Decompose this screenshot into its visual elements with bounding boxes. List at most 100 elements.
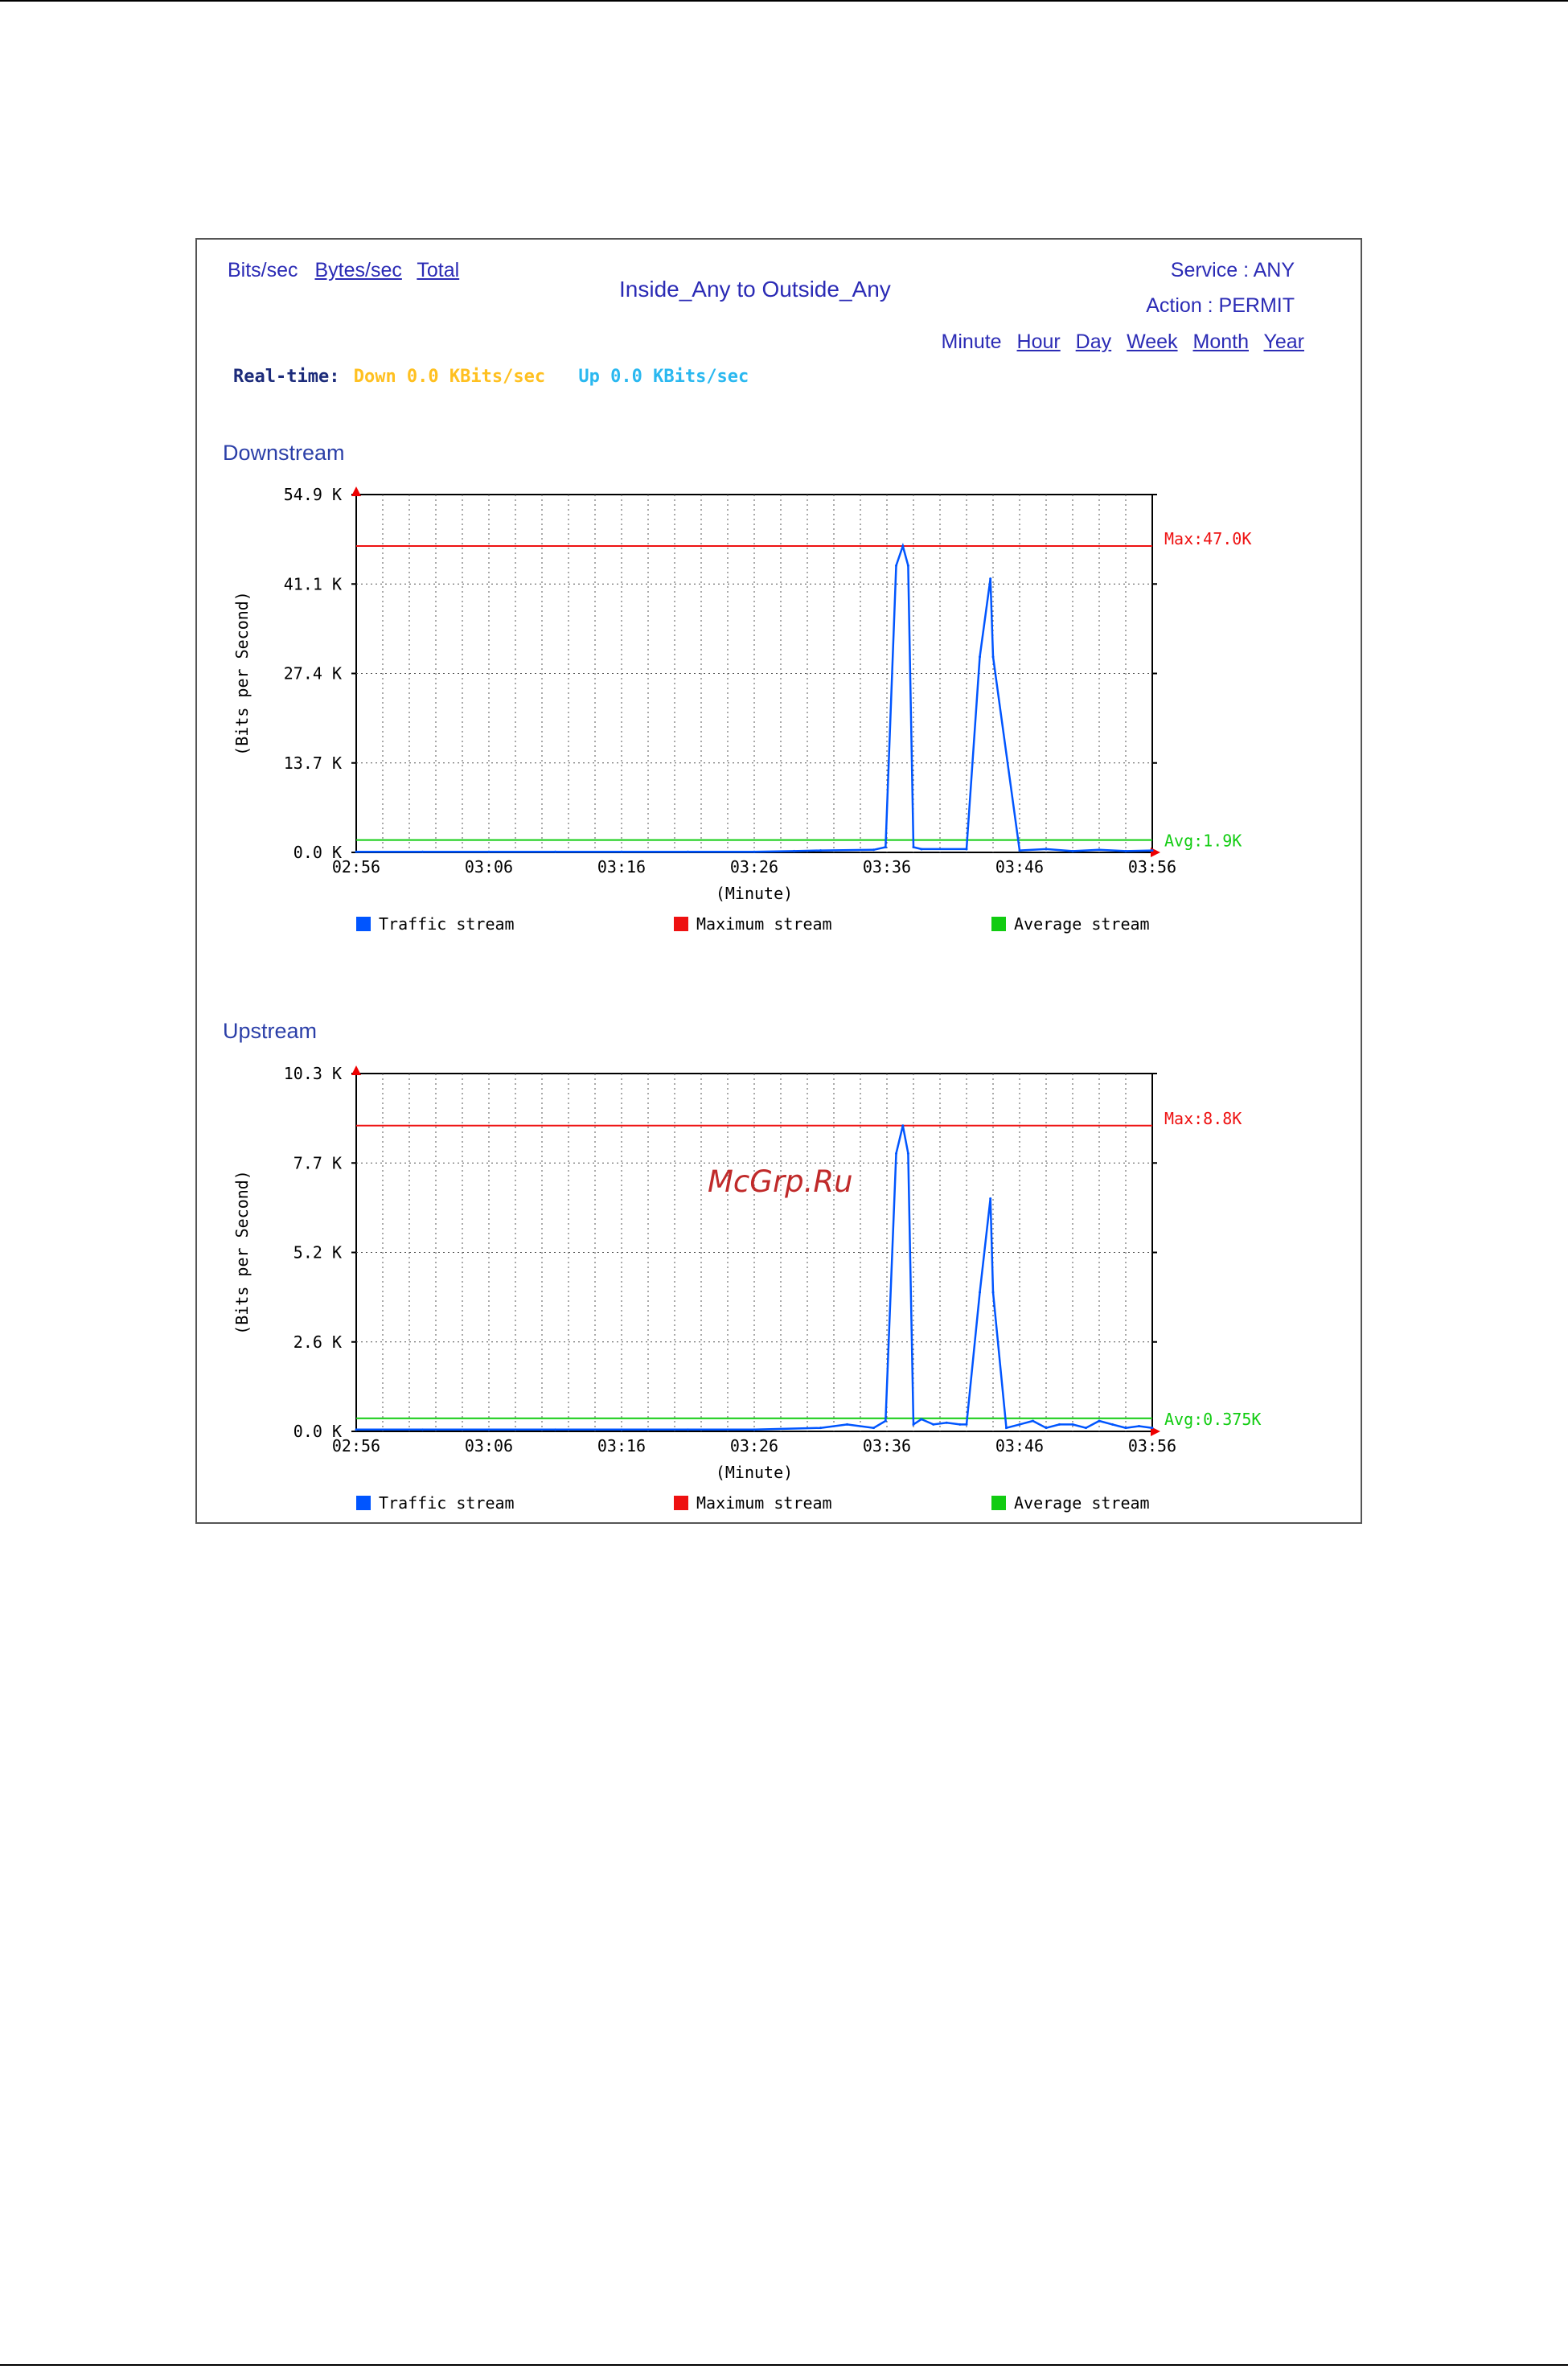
unit-bits-selected: Bits/sec bbox=[228, 259, 298, 281]
y-axis-arrow bbox=[351, 487, 361, 496]
period-month-link[interactable]: Month bbox=[1192, 331, 1249, 353]
downstream-chart: 0.0 K 13.7 K 27.4 K 41.1 K 54.9 K 02:56 03:06 0… bbox=[232, 485, 1251, 934]
legend-average-swatch bbox=[991, 1496, 1006, 1510]
traffic-point bbox=[355, 1428, 358, 1431]
period-selector: Minute Hour Day Week Month Year bbox=[942, 331, 1304, 354]
traffic-point bbox=[1071, 849, 1074, 852]
traffic-point bbox=[989, 1197, 992, 1201]
y-tick-label: 0.0 K bbox=[293, 1422, 342, 1441]
period-hour-link[interactable]: Hour bbox=[1016, 331, 1061, 353]
legend-traffic-label: Traffic stream bbox=[379, 914, 515, 934]
traffic-point bbox=[487, 850, 491, 853]
traffic-point bbox=[1071, 1423, 1074, 1426]
avg-label: Avg:0.375K bbox=[1164, 1410, 1261, 1429]
period-year-link[interactable]: Year bbox=[1263, 331, 1304, 353]
x-axis-arrow bbox=[1151, 1427, 1160, 1436]
period-week-link[interactable]: Week bbox=[1127, 331, 1178, 353]
traffic-point bbox=[1098, 848, 1101, 852]
x-tick-label: 03:46 bbox=[995, 1436, 1044, 1455]
y-tick-label: 7.7 K bbox=[293, 1153, 342, 1172]
traffic-point bbox=[1005, 1427, 1008, 1430]
watermark: McGrp.Ru bbox=[708, 1164, 853, 1199]
realtime-down: Down 0.0 KBits/sec bbox=[353, 367, 546, 387]
y-tick-label: 27.4 K bbox=[284, 664, 342, 684]
traffic-point bbox=[687, 850, 689, 853]
traffic-point bbox=[932, 1423, 935, 1426]
x-tick-label: 03:16 bbox=[597, 857, 646, 877]
x-tick-label: 03:36 bbox=[863, 857, 911, 877]
traffic-point bbox=[872, 1427, 875, 1430]
y-axis-arrow bbox=[351, 1065, 361, 1075]
top-rule bbox=[0, 0, 1568, 2]
traffic-point bbox=[1098, 1419, 1101, 1423]
traffic-point bbox=[912, 1423, 915, 1426]
x-tick-label: 02:56 bbox=[332, 857, 380, 877]
y-tick-label: 10.3 K bbox=[284, 1064, 342, 1083]
traffic-point bbox=[989, 577, 992, 581]
legend-average-label: Average stream bbox=[1014, 914, 1150, 934]
legend-traffic-swatch bbox=[356, 1496, 371, 1510]
x-tick-label: 03:16 bbox=[597, 1436, 646, 1455]
upstream-chart: 0.0 K 2.6 K 5.2 K 7.7 K 10.3 K 02:56 03:06 03:1… bbox=[232, 1064, 1261, 1513]
x-tick-label: 03:56 bbox=[1128, 1436, 1176, 1455]
traffic-point bbox=[979, 655, 981, 659]
max-label: Max:8.8K bbox=[1164, 1109, 1242, 1128]
traffic-point bbox=[753, 1428, 756, 1431]
x-tick-label: 03:06 bbox=[465, 857, 513, 877]
graph-title: Inside_Any to Outside_Any bbox=[619, 277, 891, 302]
traffic-point bbox=[421, 850, 424, 853]
x-axis-label: (Minute) bbox=[716, 1463, 793, 1482]
traffic-point bbox=[1085, 1427, 1087, 1430]
legend-traffic-swatch bbox=[356, 917, 371, 931]
traffic-point bbox=[355, 850, 358, 853]
traffic-point bbox=[1018, 849, 1021, 852]
legend-maximum-swatch bbox=[674, 1496, 688, 1510]
legend-traffic-label: Traffic stream bbox=[379, 1493, 515, 1513]
period-day-link[interactable]: Day bbox=[1075, 331, 1112, 353]
traffic-point bbox=[965, 1423, 968, 1426]
y-tick-label: 41.1 K bbox=[284, 574, 342, 593]
max-label: Max:47.0K bbox=[1164, 529, 1251, 548]
y-tick-label: 54.9 K bbox=[284, 485, 342, 504]
traffic-point bbox=[1111, 1423, 1114, 1426]
x-tick-label: 03:26 bbox=[730, 1436, 778, 1455]
traffic-point bbox=[912, 846, 915, 849]
x-tick-label: 02:56 bbox=[332, 1436, 380, 1455]
traffic-point bbox=[901, 1124, 905, 1127]
traffic-point bbox=[1018, 1423, 1021, 1426]
traffic-point bbox=[1045, 848, 1048, 851]
traffic-point bbox=[991, 1291, 995, 1294]
traffic-point bbox=[793, 849, 795, 852]
traffic-point bbox=[819, 1427, 822, 1430]
traffic-point bbox=[1045, 1427, 1048, 1430]
x-tick-label: 03:56 bbox=[1128, 857, 1176, 877]
x-tick-label: 03:46 bbox=[995, 857, 1044, 877]
traffic-point bbox=[620, 1428, 623, 1431]
traffic-point bbox=[901, 544, 905, 548]
unit-bytes-link[interactable]: Bytes/sec bbox=[314, 259, 402, 281]
x-tick-label: 03:06 bbox=[465, 1436, 513, 1455]
traffic-point bbox=[895, 564, 898, 567]
service-label: Service : ANY bbox=[1170, 259, 1295, 281]
traffic-point bbox=[884, 846, 887, 849]
traffic-point bbox=[846, 1423, 848, 1426]
traffic-point bbox=[906, 564, 909, 567]
traffic-point bbox=[1124, 1427, 1127, 1430]
y-axis-label: (Bits per Second) bbox=[232, 591, 252, 756]
traffic-point bbox=[895, 1152, 898, 1155]
downstream-title: Downstream bbox=[223, 441, 345, 465]
bottom-rule bbox=[0, 2364, 1568, 2366]
action-label: Action : PERMIT bbox=[1146, 294, 1295, 317]
legend-maximum-label: Maximum stream bbox=[696, 1493, 832, 1513]
traffic-point bbox=[1124, 849, 1127, 852]
legend-average-label: Average stream bbox=[1014, 1493, 1150, 1513]
x-axis-arrow bbox=[1151, 848, 1160, 857]
traffic-point bbox=[872, 848, 875, 852]
traffic-point bbox=[945, 1421, 948, 1424]
traffic-point bbox=[1058, 1423, 1061, 1426]
unit-total-link[interactable]: Total bbox=[417, 259, 460, 281]
x-tick-label: 03:36 bbox=[863, 1436, 911, 1455]
upstream-title: Upstream bbox=[223, 1019, 318, 1043]
traffic-point bbox=[965, 848, 968, 851]
y-tick-label: 2.6 K bbox=[293, 1332, 342, 1352]
